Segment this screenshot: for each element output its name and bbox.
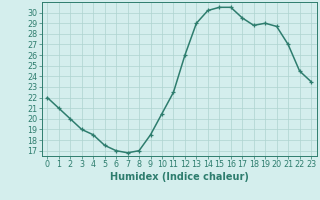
X-axis label: Humidex (Indice chaleur): Humidex (Indice chaleur) bbox=[110, 172, 249, 182]
